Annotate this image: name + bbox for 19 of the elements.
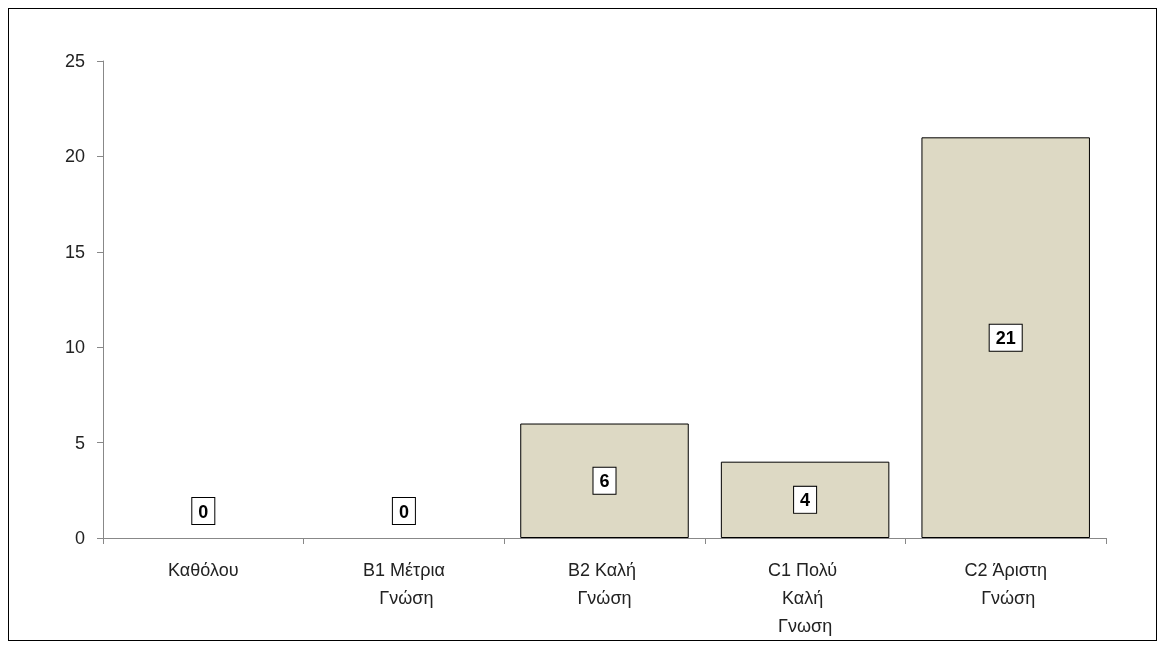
y-tick-label: 15 bbox=[64, 241, 85, 262]
x-tick-label: C2 Άριστη Γνώση bbox=[964, 560, 1047, 608]
y-tick-label: 5 bbox=[74, 432, 85, 453]
bar bbox=[921, 137, 1090, 538]
x-tick-label: B1 Μέτρια Γνώση bbox=[363, 560, 445, 608]
y-tick-label: 10 bbox=[64, 337, 85, 358]
data-label: 0 bbox=[398, 502, 409, 522]
y-tick-label: 20 bbox=[64, 146, 85, 167]
data-label: 4 bbox=[800, 489, 811, 510]
bar bbox=[720, 461, 890, 538]
x-tick-label: C1 Πολύ Καλή Γνωση bbox=[768, 560, 843, 636]
y-tick-label: 25 bbox=[64, 51, 85, 71]
x-tick-label: B2 Καλή Γνώση bbox=[567, 560, 642, 608]
bar bbox=[520, 423, 689, 538]
x-tick-label: Καθόλου bbox=[168, 560, 239, 580]
y-tick-label: 0 bbox=[74, 528, 85, 548]
data-label: 6 bbox=[599, 470, 610, 491]
data-label: 0 bbox=[198, 502, 209, 522]
data-label: 21 bbox=[995, 327, 1016, 348]
